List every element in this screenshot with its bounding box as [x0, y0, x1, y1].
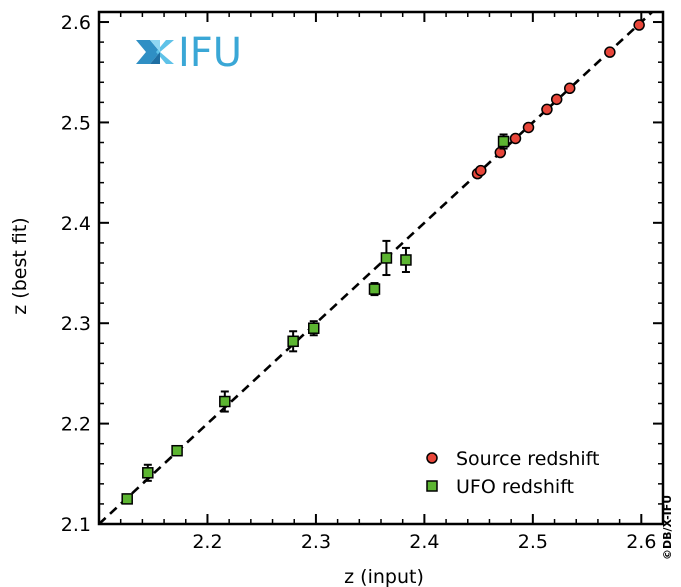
y-tick-label: 2.5: [61, 112, 91, 134]
ufo-redshift-point: [219, 395, 231, 408]
ufo-redshift-point: [308, 322, 320, 334]
x-tick-label: 2.6: [626, 531, 656, 553]
source-redshift-point: [541, 103, 553, 116]
source-redshift-point: [604, 46, 616, 58]
source-redshift-point: [550, 93, 563, 106]
x-axis-label: z (input): [344, 566, 424, 587]
reference-line: [99, 12, 655, 524]
legend-label: Source redshift: [456, 448, 599, 470]
legend-label: UFO redshift: [456, 476, 574, 498]
y-tick-label: 2.6: [61, 12, 91, 34]
y-tick-label: 2.1: [61, 514, 91, 536]
ufo-redshift-point: [142, 467, 154, 479]
x-tick-label: 2.2: [192, 531, 222, 553]
credit-text: ©DB/X-IFU: [661, 495, 674, 560]
plot-area: 2.2 2.3 2.4 2.5 2.6 2.1 2.2 2.3 2.4 2.5 2.6 Source …: [61, 10, 665, 553]
source-redshift-point: [475, 164, 487, 177]
x-tick-label: 2.5: [518, 531, 548, 553]
ufo-redshift-point: [368, 283, 381, 295]
y-axis-label: z (best fit): [9, 217, 31, 314]
source-redshift-point: [522, 121, 535, 134]
ufo-redshift-point: [121, 493, 133, 505]
ufo-redshift-point: [380, 252, 393, 264]
ufo-redshift-point: [171, 444, 183, 457]
ufo-redshift-point: [497, 135, 510, 148]
source-redshift-point: [563, 82, 576, 95]
y-tick-label: 2.4: [61, 213, 91, 235]
legend-marker-source: [426, 452, 438, 464]
source-redshift-point: [509, 132, 522, 145]
x-tick-label: 2.3: [301, 531, 331, 553]
source-redshift-point: [633, 19, 645, 31]
ufo-redshift-point: [287, 335, 299, 348]
xifu-logo: IFU: [136, 30, 242, 76]
y-tick-label: 2.2: [61, 414, 91, 436]
y-tick-label: 2.3: [61, 313, 91, 335]
legend-marker-ufo: [426, 480, 438, 492]
ufo-redshift-point: [400, 254, 412, 266]
logo-text: IFU: [178, 30, 242, 76]
x-tick-label: 2.4: [409, 531, 439, 553]
